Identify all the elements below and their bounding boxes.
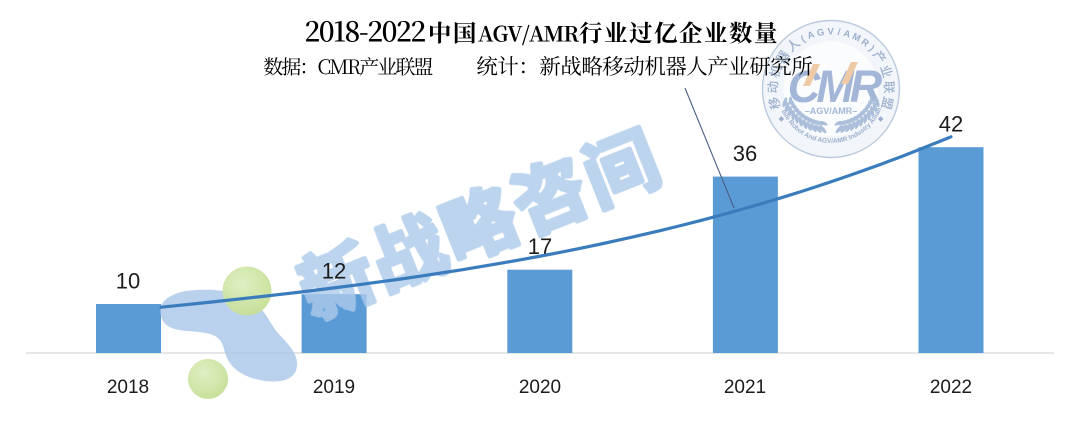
svg-text:2019: 2019 [313,377,355,398]
svg-text:42: 42 [939,112,963,137]
svg-text:2022: 2022 [930,377,972,398]
svg-text:12: 12 [322,259,346,284]
svg-text:G: G [816,27,825,39]
svg-text:V: V [828,26,835,37]
svg-text:36: 36 [733,141,757,166]
svg-text:(: ( [799,33,808,45]
svg-text:/: / [837,27,841,38]
svg-text:A: A [806,29,816,42]
svg-text:2018: 2018 [107,377,149,398]
svg-text:10: 10 [116,269,140,294]
svg-text:A: A [842,28,852,41]
svg-text:): ) [866,44,876,54]
svg-text:2021: 2021 [724,377,766,398]
svg-text:2020: 2020 [519,377,561,398]
svg-text:–AGV/AMR–: –AGV/AMR– [805,106,858,116]
